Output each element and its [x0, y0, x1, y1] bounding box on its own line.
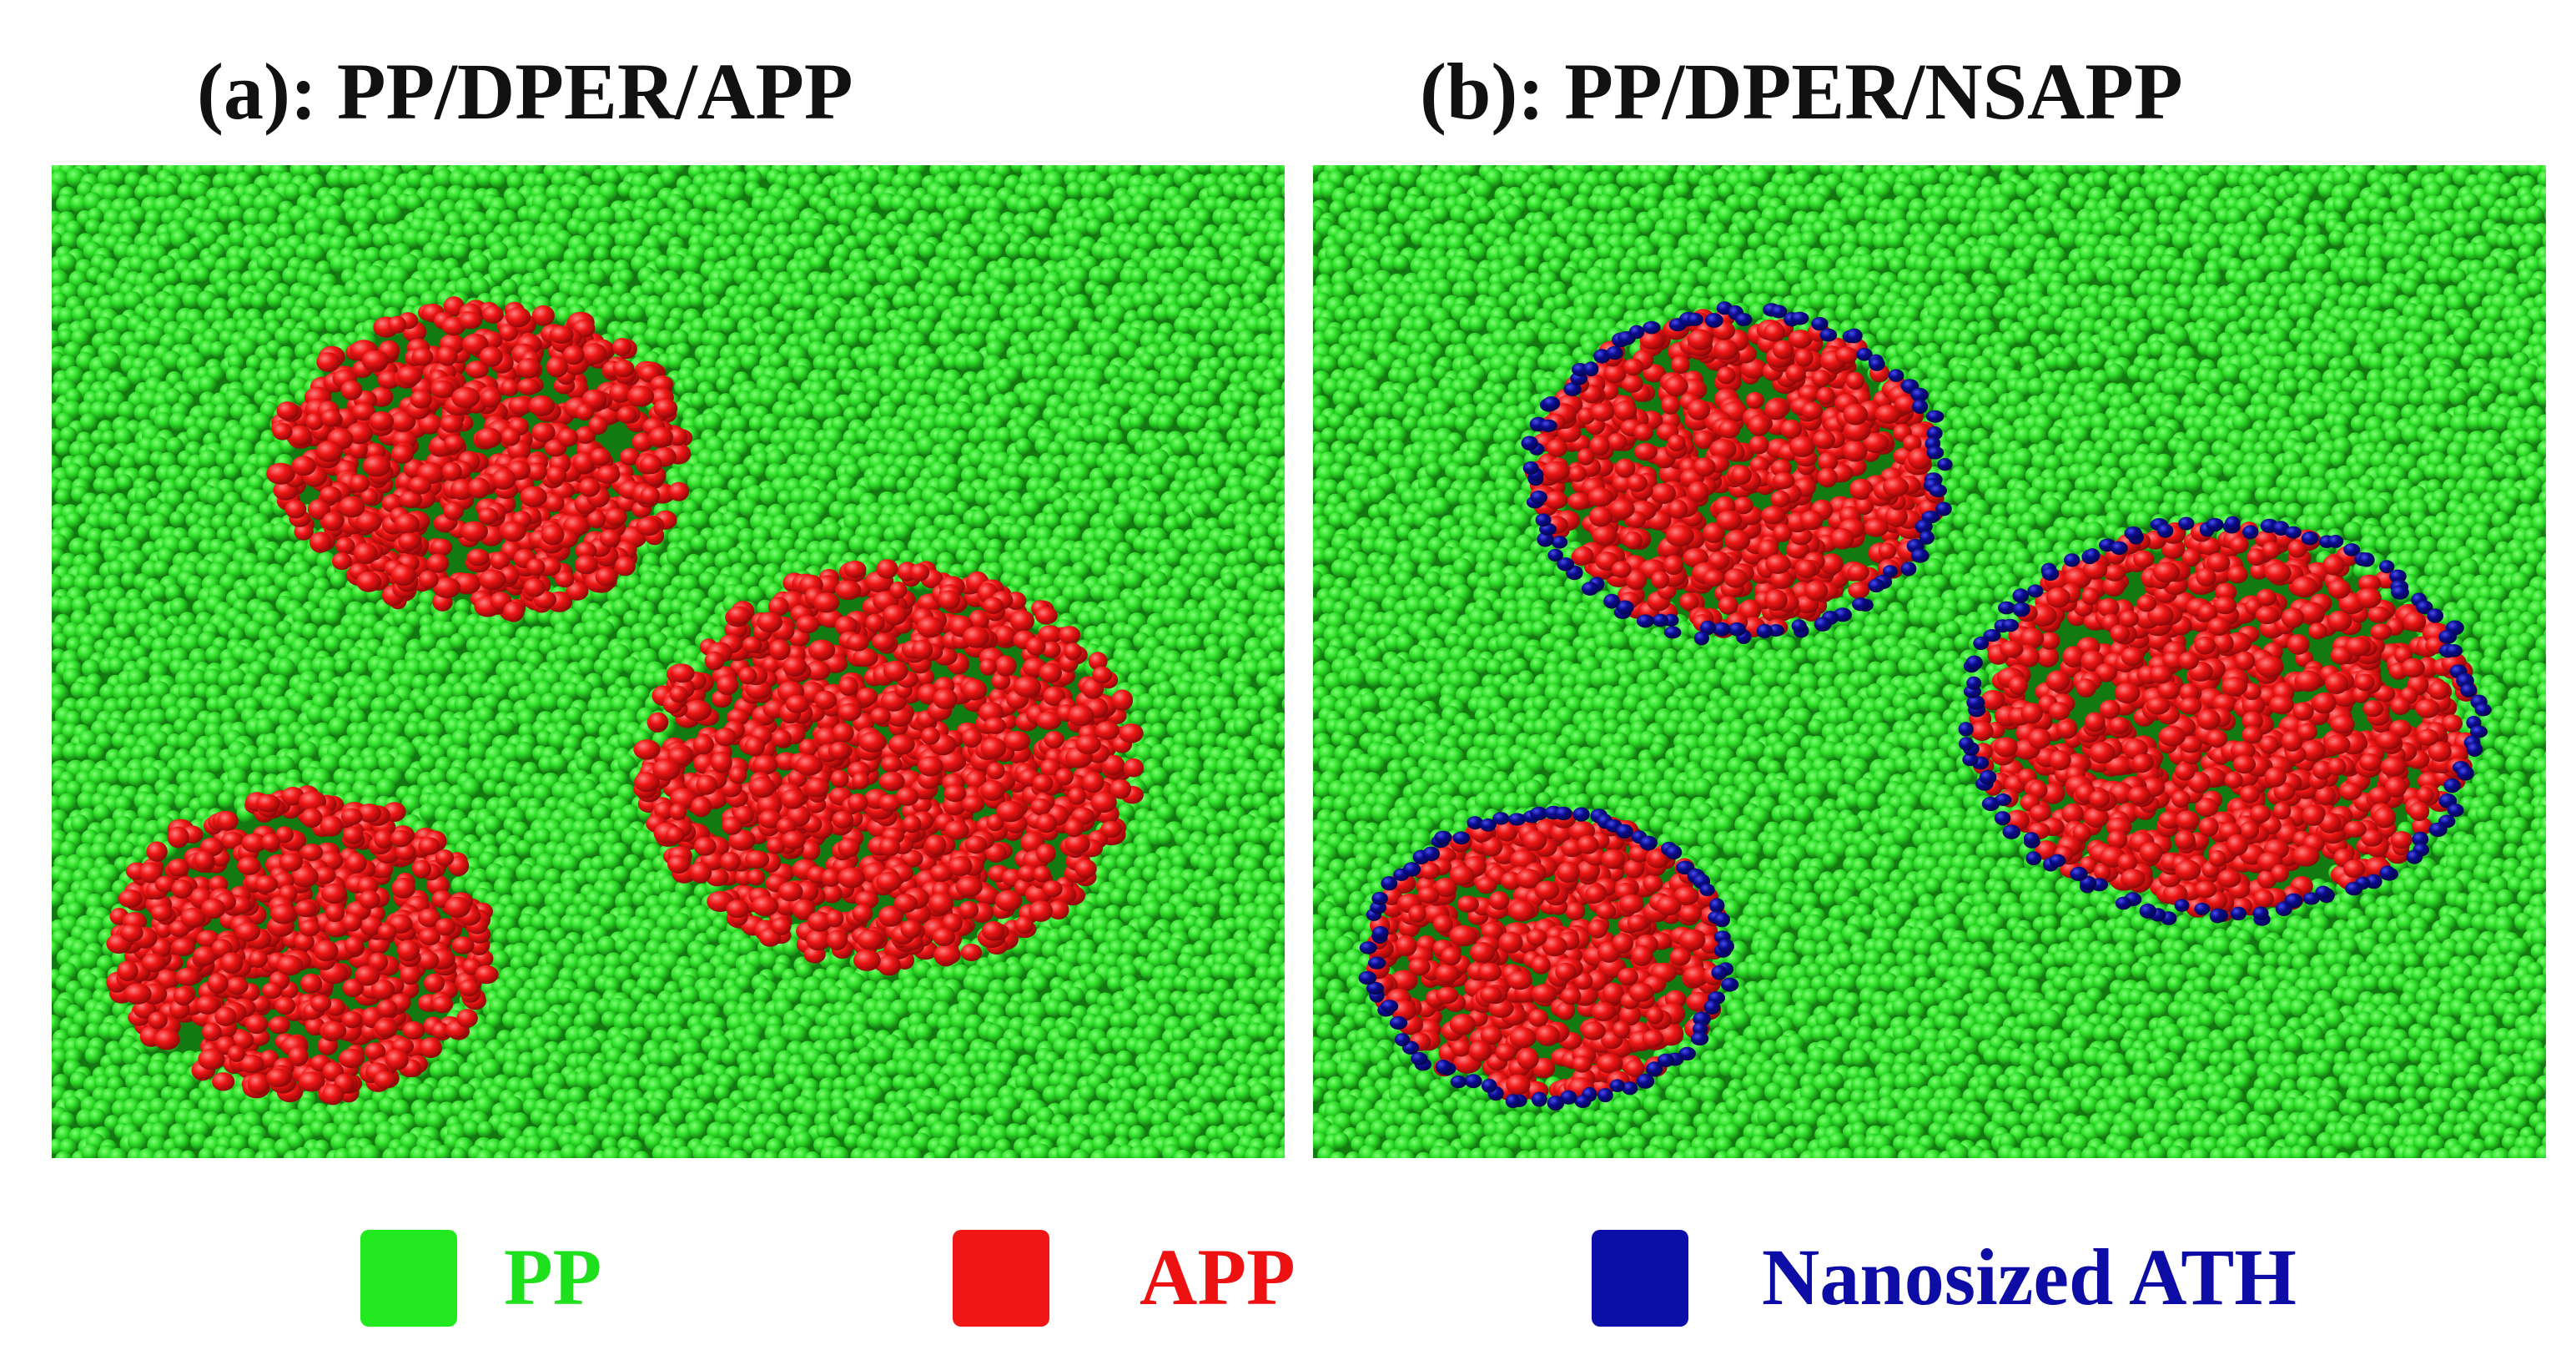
app-cluster-2	[1969, 521, 2478, 922]
legend-swatch-ath	[1592, 1230, 1688, 1327]
ath-shell-1	[1521, 301, 1953, 646]
legend-swatch-app	[953, 1230, 1049, 1327]
panel-a-simulation-snapshot	[52, 165, 1285, 1158]
ath-shell-3	[1358, 805, 1739, 1111]
legend-label-app: APP	[1140, 1232, 1296, 1322]
legend-swatch-pp	[360, 1230, 457, 1327]
panel-b-simulation-snapshot	[1313, 165, 2546, 1158]
app-cluster-2	[633, 559, 1144, 976]
panel-a-bead-render	[52, 165, 1285, 1158]
panel-a-title: (a): PP/DPER/APP	[197, 47, 853, 136]
app-cluster-3	[106, 785, 499, 1106]
legend-label-pp: PP	[504, 1232, 602, 1322]
panel-b-bead-render	[1313, 165, 2546, 1158]
panel-b-title: (b): PP/DPER/NSAPP	[1420, 47, 2183, 136]
pp-matrix-beads	[52, 165, 1285, 1158]
legend-label-ath: Nanosized ATH	[1762, 1232, 2297, 1322]
ath-shell-2	[1958, 516, 2492, 926]
app-cluster-1	[266, 296, 693, 622]
